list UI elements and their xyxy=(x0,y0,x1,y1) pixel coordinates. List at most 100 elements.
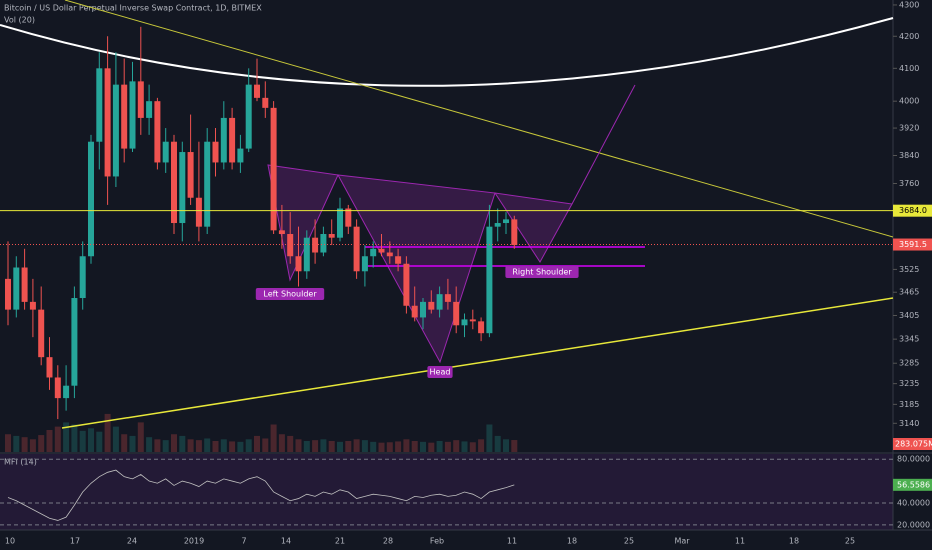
volume-bar xyxy=(453,440,460,452)
y-tick-label: 3840 xyxy=(899,151,919,160)
candle-body xyxy=(370,248,377,257)
volume-bar xyxy=(212,441,219,452)
x-tick-label: 25 xyxy=(624,537,634,546)
volume-bar xyxy=(146,437,153,452)
candle-body xyxy=(478,321,485,334)
candle-body xyxy=(287,234,294,257)
volume-bar xyxy=(154,439,161,452)
candle-body xyxy=(361,256,368,272)
x-tick-label: 14 xyxy=(281,537,291,546)
y-tick-label: 3405 xyxy=(899,311,919,320)
candle-body xyxy=(345,208,352,227)
candle-body xyxy=(5,278,11,310)
projection xyxy=(571,84,636,205)
candle-body xyxy=(486,226,493,334)
y-tick-label: 3465 xyxy=(899,288,919,297)
volume-bar xyxy=(303,441,310,452)
volume-bar xyxy=(38,435,45,452)
candle-body xyxy=(378,248,385,253)
volume-bar xyxy=(478,439,485,452)
curve xyxy=(0,17,894,87)
price-label: 3591.5 xyxy=(899,240,927,249)
price-label-bg xyxy=(893,204,932,217)
candle-body xyxy=(428,301,435,310)
volume-bar xyxy=(461,441,468,452)
volume-bar xyxy=(278,434,285,452)
volume-bar xyxy=(220,439,227,452)
volume-bar xyxy=(5,434,11,452)
y-tick-label: 3345 xyxy=(899,335,919,344)
x-tick-label: 10 xyxy=(5,537,15,546)
candle-body xyxy=(503,219,509,224)
volume-bar xyxy=(411,441,418,452)
candle-body xyxy=(212,141,219,163)
mfi-pane xyxy=(0,454,893,530)
candle-body xyxy=(237,148,244,163)
volume-bar xyxy=(378,442,385,452)
candle-body xyxy=(204,141,211,227)
candle-body xyxy=(320,234,327,253)
volume-bar xyxy=(395,441,402,452)
mfi-tick-label: 80.0000 xyxy=(897,455,930,464)
volume-label-bg xyxy=(893,438,932,450)
volume-bar xyxy=(403,439,410,452)
candle-body xyxy=(137,81,144,118)
volume-bar xyxy=(436,441,443,452)
candle-body xyxy=(353,226,360,272)
candle-body xyxy=(270,107,277,231)
annotation-bg xyxy=(505,266,579,278)
x-tick-label: 11 xyxy=(735,537,745,546)
volume-bar xyxy=(88,428,94,452)
chart-title: Bitcoin / US Dollar Perpetual Inverse Sw… xyxy=(4,4,262,13)
candle-body xyxy=(328,234,335,238)
candle-body xyxy=(195,197,202,227)
y-tick-label: 3140 xyxy=(899,419,919,428)
volume-bar xyxy=(469,442,476,452)
candle-body xyxy=(121,84,128,149)
x-tick-label: Feb xyxy=(430,537,444,546)
candle-body xyxy=(71,298,78,386)
candle-body xyxy=(420,301,426,318)
volume-title: Vol (20) xyxy=(4,16,35,25)
y-tick-label: 3525 xyxy=(899,265,919,274)
volume-bar xyxy=(104,413,111,452)
candle-body xyxy=(129,81,136,149)
volume-bar xyxy=(503,439,509,452)
volume-bar xyxy=(295,439,302,452)
x-tick-label: 21 xyxy=(335,537,345,546)
mfi-tick-label: 20.0000 xyxy=(897,520,930,529)
candle-body xyxy=(38,309,45,358)
volume-bar xyxy=(195,440,202,452)
mfi-label-bg xyxy=(893,478,932,491)
pattern xyxy=(337,174,496,364)
candle-body xyxy=(395,256,402,264)
volume-bar xyxy=(494,435,501,452)
annotation: Right Shoulder xyxy=(512,268,572,277)
x-tick-label: 18 xyxy=(567,537,577,546)
candle-body xyxy=(187,152,194,198)
volume-bar xyxy=(137,422,144,452)
candle-body xyxy=(295,256,302,272)
mfi-tick-label: 40.0000 xyxy=(897,498,930,507)
volume-bar xyxy=(444,441,451,452)
annotation: Head xyxy=(430,368,451,377)
candle-body xyxy=(63,385,70,399)
volume-bar xyxy=(129,435,136,452)
candle-body xyxy=(262,97,269,108)
volume-bar xyxy=(46,430,53,452)
candle-body xyxy=(511,219,518,246)
volume-label: 283.075M xyxy=(895,440,932,449)
price-label-bg xyxy=(893,238,932,251)
y-tick-label: 4000 xyxy=(899,97,919,106)
volume-bar xyxy=(179,435,186,452)
y-tick-label: 3920 xyxy=(899,124,919,133)
candle-body xyxy=(436,294,443,310)
volume-bar xyxy=(187,439,194,452)
volume-bar xyxy=(320,439,327,452)
volume-bar xyxy=(63,422,70,452)
volume-bar xyxy=(171,434,177,452)
candle-body xyxy=(21,267,28,302)
candle-body xyxy=(96,68,103,142)
